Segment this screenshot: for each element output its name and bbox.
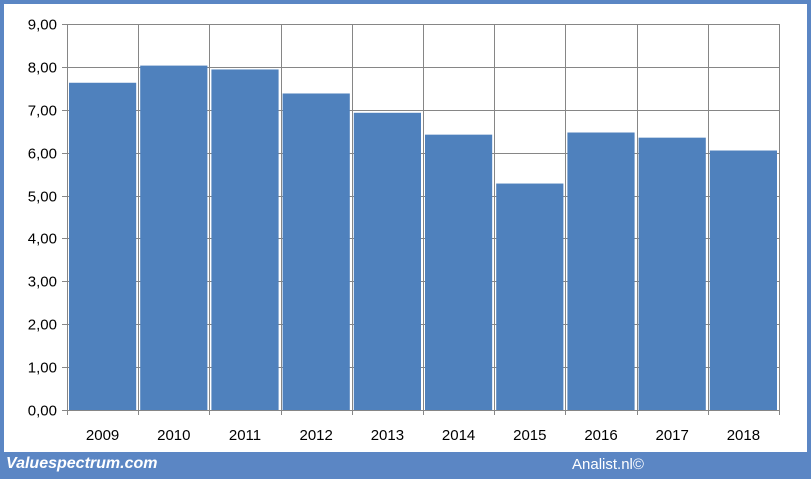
x-tick-label: 2013	[371, 427, 404, 444]
source-credit-left: Valuespectrum.com	[6, 455, 158, 472]
bar-2018	[709, 150, 777, 410]
bar-2011	[211, 69, 279, 410]
axes	[62, 24, 779, 411]
x-tick-label: 2010	[157, 427, 190, 444]
y-tick-label: 3,00	[28, 274, 57, 291]
bar-2012	[282, 93, 350, 410]
source-credit-right: Analist.nl©	[572, 456, 644, 473]
bar-2015	[496, 183, 564, 410]
x-tick-label: 2018	[727, 427, 760, 444]
y-tick-label: 0,00	[28, 403, 57, 420]
y-tick-label: 1,00	[28, 360, 57, 377]
tick-labels: 0,00 1,00 2,00 3,00 4,00 5,00 6,00 7,00 8,00 9,00…	[28, 17, 760, 445]
y-tick-label: 6,00	[28, 146, 57, 163]
x-tick-label: 2009	[86, 427, 119, 444]
bar-2016	[567, 132, 635, 410]
y-tick-label: 9,00	[28, 17, 57, 34]
y-tick-label: 5,00	[28, 189, 57, 206]
y-tick-label: 7,00	[28, 103, 57, 120]
bar-2010	[140, 65, 208, 410]
x-tick-label: 2016	[584, 427, 617, 444]
x-tick-label: 2012	[300, 427, 333, 444]
y-tick-label: 2,00	[28, 317, 57, 334]
bar-2017	[638, 137, 706, 410]
bar-2014	[425, 134, 493, 411]
y-tick-label: 4,00	[28, 231, 57, 248]
y-tick-label: 8,00	[28, 60, 57, 77]
bar-2009	[69, 82, 137, 410]
bars	[69, 65, 777, 411]
x-tick-label: 2015	[513, 427, 546, 444]
x-tick-label: 2011	[229, 427, 261, 444]
x-tick-label: 2014	[442, 427, 475, 444]
bar-2013	[353, 112, 421, 410]
x-tick-label: 2017	[656, 427, 689, 444]
